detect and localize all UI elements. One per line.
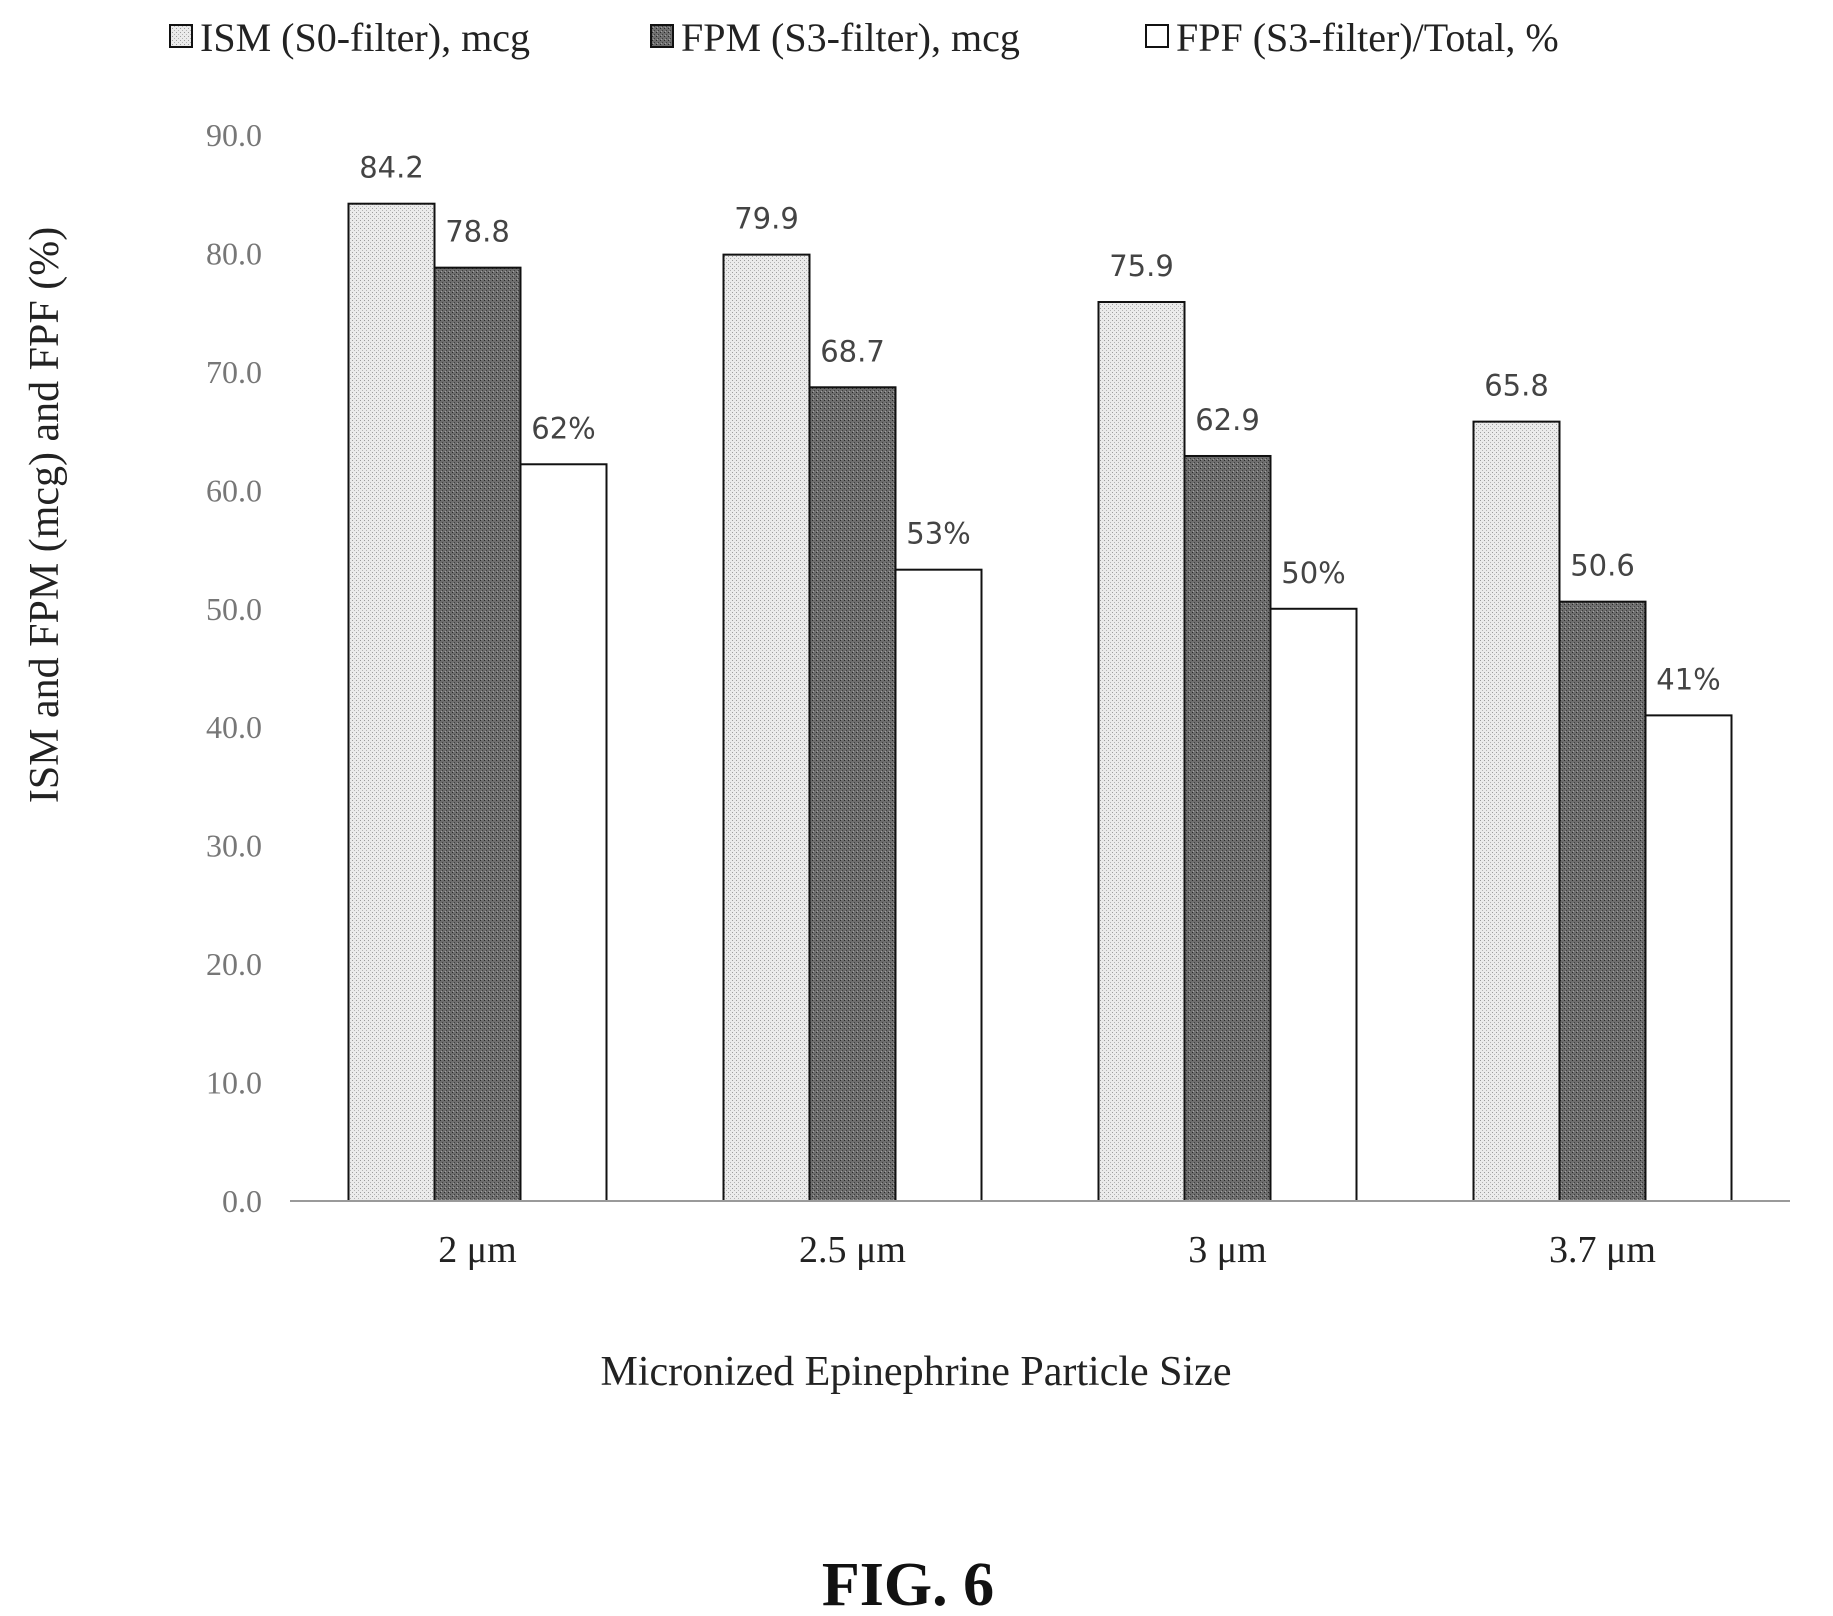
bar bbox=[1644, 714, 1733, 1203]
x-tick-label: 2.5 μm bbox=[799, 1229, 906, 1271]
x-axis-title: Micronized Epinephrine Particle Size bbox=[601, 1349, 1232, 1395]
bar bbox=[347, 202, 436, 1203]
bars bbox=[347, 202, 1733, 1203]
data-labels: 84.2 78.8 62% 79.9 68.7 53% 75.9 62.9 50% 65.8 50.… bbox=[359, 151, 1721, 697]
x-tick-label: 2 μm bbox=[438, 1229, 516, 1271]
data-label: 41% bbox=[1656, 662, 1720, 696]
bar bbox=[1558, 600, 1647, 1202]
y-tick-label: 60.0 bbox=[206, 472, 262, 508]
bar bbox=[433, 266, 522, 1202]
legend-item: ISM (S0-filter), mcg bbox=[169, 15, 530, 60]
y-tick-label: 20.0 bbox=[206, 946, 262, 982]
data-label: 68.7 bbox=[820, 334, 885, 368]
y-tick-label: 70.0 bbox=[206, 354, 262, 390]
data-label: 62.9 bbox=[1195, 403, 1260, 437]
bar bbox=[894, 568, 983, 1202]
y-tick-label: 10.0 bbox=[206, 1065, 262, 1101]
legend-label: FPF (S3-filter)/Total, % bbox=[1176, 15, 1559, 60]
data-label: 78.8 bbox=[445, 215, 510, 249]
figure-caption: FIG. 6 bbox=[822, 1551, 994, 1616]
data-label: 84.2 bbox=[359, 151, 424, 185]
y-tick-label: 30.0 bbox=[206, 828, 262, 864]
data-label: 50.6 bbox=[1570, 549, 1635, 583]
y-tick-label: 0.0 bbox=[222, 1183, 262, 1219]
bar bbox=[1472, 420, 1561, 1202]
x-tick-label: 3 μm bbox=[1188, 1229, 1266, 1271]
data-label: 62% bbox=[531, 411, 595, 445]
data-label: 79.9 bbox=[734, 202, 799, 236]
bar bbox=[722, 253, 811, 1202]
legend: ISM (S0-filter), mcg FPM (S3-filter), mcg… bbox=[169, 15, 1559, 60]
x-axis-category-labels: 2 μm 2.5 μm 3 μm 3.7 μm bbox=[438, 1229, 1656, 1271]
y-tick-label: 90.0 bbox=[206, 117, 262, 153]
legend-item: FPF (S3-filter)/Total, % bbox=[1145, 15, 1559, 60]
bar bbox=[1183, 454, 1272, 1202]
y-tick-label: 80.0 bbox=[206, 235, 262, 271]
legend-item: FPM (S3-filter), mcg bbox=[650, 15, 1020, 60]
x-tick-label: 3.7 μm bbox=[1549, 1229, 1656, 1271]
y-axis-title: ISM and FPM (mcg) and FPF (%) bbox=[22, 227, 68, 803]
data-label: 53% bbox=[906, 517, 970, 551]
bar bbox=[1097, 301, 1186, 1202]
legend-swatch bbox=[169, 24, 193, 48]
y-tick-label: 40.0 bbox=[206, 709, 262, 745]
bar bbox=[519, 463, 608, 1202]
data-label: 50% bbox=[1281, 556, 1345, 590]
y-tick-label: 50.0 bbox=[206, 591, 262, 627]
y-axis-ticks: 0.0 10.0 20.0 30.0 40.0 50.0 60.0 70.0 80.0 90.0 bbox=[206, 117, 262, 1219]
bar bbox=[1269, 607, 1358, 1202]
data-label: 75.9 bbox=[1109, 249, 1174, 283]
data-label: 65.8 bbox=[1484, 369, 1549, 403]
legend-swatch bbox=[1145, 24, 1169, 48]
legend-label: ISM (S0-filter), mcg bbox=[200, 15, 530, 60]
legend-swatch bbox=[650, 24, 674, 48]
legend-label: FPM (S3-filter), mcg bbox=[681, 15, 1020, 60]
bar bbox=[808, 386, 897, 1202]
